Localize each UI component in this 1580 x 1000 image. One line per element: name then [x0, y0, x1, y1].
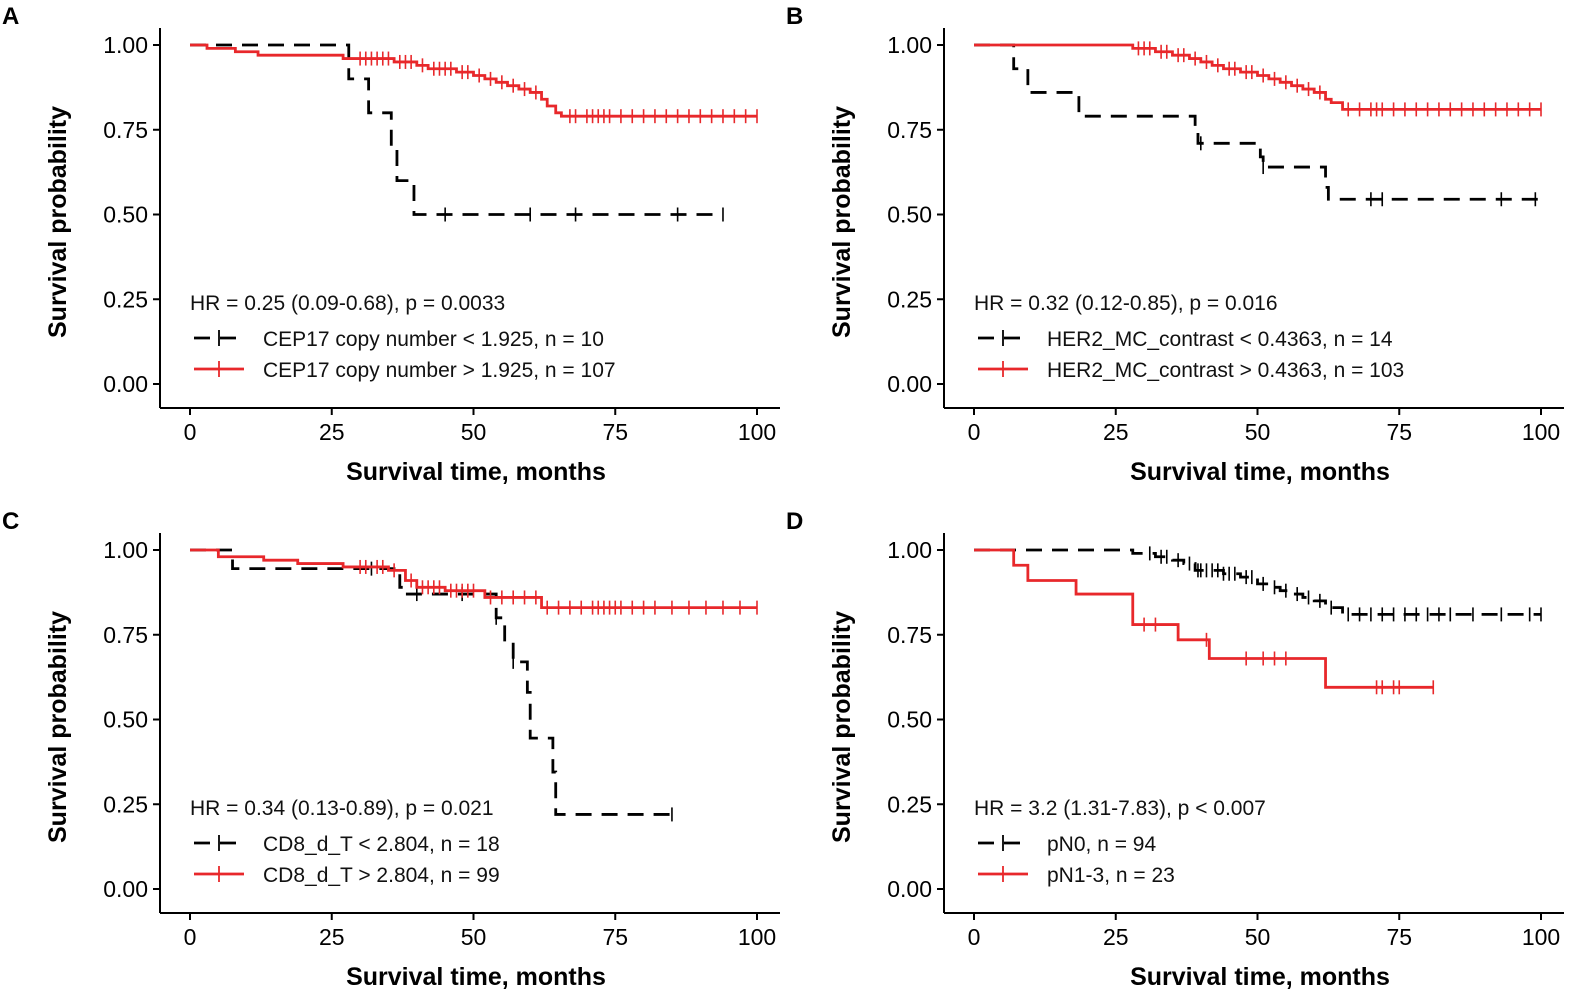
- legend-label: CEP17 copy number < 1.925, n = 10: [263, 328, 604, 351]
- x-tick-label: 75: [602, 924, 628, 950]
- y-tick-label: 0.00: [887, 876, 932, 902]
- y-tick-label: 0.75: [887, 117, 932, 143]
- series-high-curve: [190, 548, 758, 615]
- x-tick-label: 50: [1245, 419, 1271, 445]
- x-tick-label: 25: [319, 924, 345, 950]
- x-axis-title: Survival time, months: [346, 963, 606, 991]
- x-tick-label: 50: [461, 419, 487, 445]
- x-tick-label: 75: [602, 419, 628, 445]
- km-step-line: [974, 43, 1541, 111]
- series-high-curve: [974, 548, 1435, 695]
- series-low-curve: [974, 546, 1542, 622]
- y-tick-label: 0.25: [887, 791, 932, 817]
- series-low-curve: [974, 43, 1541, 207]
- km-step-line: [190, 548, 672, 816]
- y-axis-title: Survival probability: [828, 611, 856, 843]
- panel-letter: C: [2, 508, 19, 535]
- y-axis-title: Survival probability: [44, 106, 72, 338]
- x-tick-label: 75: [1386, 924, 1412, 950]
- hazard-ratio-annotation: HR = 0.25 (0.09-0.68), p = 0.0033: [190, 292, 505, 315]
- hazard-ratio-annotation: HR = 0.32 (0.12-0.85), p = 0.016: [974, 292, 1278, 315]
- km-step-line: [190, 43, 757, 118]
- series-high-curve: [190, 43, 758, 124]
- series-high-curve: [974, 41, 1542, 117]
- x-axis-title: Survival time, months: [1130, 963, 1390, 991]
- x-tick-label: 25: [319, 419, 345, 445]
- panel-c: C 0.00 0.25 0.50 0.75 1.00 0 25 50 75 100 Survival …: [2, 508, 780, 991]
- hazard-ratio-annotation: HR = 3.2 (1.31-7.83), p < 0.007: [974, 797, 1266, 820]
- panel-letter: A: [2, 3, 19, 30]
- x-tick-label: 100: [1522, 419, 1560, 445]
- y-tick-label: 0.50: [887, 707, 932, 733]
- x-tick-label: 50: [1245, 924, 1271, 950]
- km-step-line: [974, 548, 1541, 616]
- y-tick-label: 0.25: [887, 286, 932, 312]
- y-tick-label: 0.75: [103, 622, 148, 648]
- panel-letter: B: [786, 3, 803, 30]
- x-tick-label: 0: [968, 419, 981, 445]
- y-tick-label: 0.75: [887, 622, 932, 648]
- y-tick-label: 0.75: [103, 117, 148, 143]
- y-tick-label: 1.00: [887, 32, 932, 58]
- x-axis-title: Survival time, months: [1130, 458, 1390, 486]
- y-tick-label: 0.50: [103, 202, 148, 228]
- y-tick-label: 0.25: [103, 791, 148, 817]
- y-tick-label: 0.00: [103, 876, 148, 902]
- y-tick-label: 1.00: [103, 537, 148, 563]
- km-step-line: [190, 43, 723, 216]
- x-tick-label: 50: [461, 924, 487, 950]
- series-low-curve: [190, 43, 724, 222]
- legend-label: pN1-3, n = 23: [1047, 864, 1175, 887]
- x-tick-label: 100: [1522, 924, 1560, 950]
- x-tick-label: 100: [738, 924, 776, 950]
- x-tick-label: 0: [184, 419, 197, 445]
- x-tick-label: 0: [184, 924, 197, 950]
- x-tick-label: 0: [968, 924, 981, 950]
- y-tick-label: 1.00: [887, 537, 932, 563]
- x-tick-label: 75: [1386, 419, 1412, 445]
- y-axis-title: Survival probability: [828, 106, 856, 338]
- y-tick-label: 1.00: [103, 32, 148, 58]
- panel-letter: D: [786, 508, 803, 535]
- legend-label: pN0, n = 94: [1047, 833, 1156, 856]
- legend-label: HER2_MC_contrast < 0.4363, n = 14: [1047, 328, 1393, 351]
- legend-label: CD8_d_T < 2.804, n = 18: [263, 833, 500, 856]
- panel-a: A 0.00 0.25 0.50 0.75 1.00 0 25 50 75 100 Survival …: [2, 3, 780, 486]
- legend-label: CEP17 copy number > 1.925, n = 107: [263, 359, 616, 382]
- legend-label: HER2_MC_contrast > 0.4363, n = 103: [1047, 359, 1404, 382]
- y-tick-label: 0.50: [887, 202, 932, 228]
- y-tick-label: 0.25: [103, 286, 148, 312]
- y-tick-label: 0.00: [887, 371, 932, 397]
- panel-b: B 0.00 0.25 0.50 0.75 1.00 0 25 50 75 100 Survival …: [786, 3, 1564, 486]
- km-step-line: [974, 43, 1541, 201]
- km-step-line: [974, 548, 1434, 689]
- hazard-ratio-annotation: HR = 0.34 (0.13-0.89), p = 0.021: [190, 797, 494, 820]
- y-tick-label: 0.50: [103, 707, 148, 733]
- km-step-line: [190, 548, 757, 610]
- y-tick-label: 0.00: [103, 371, 148, 397]
- x-axis-title: Survival time, months: [346, 458, 606, 486]
- legend-label: CD8_d_T > 2.804, n = 99: [263, 864, 500, 887]
- panel-d: D 0.00 0.25 0.50 0.75 1.00 0 25 50 75 100 Survival …: [786, 508, 1564, 991]
- x-tick-label: 25: [1103, 924, 1129, 950]
- x-tick-label: 25: [1103, 419, 1129, 445]
- series-low-curve: [190, 548, 673, 822]
- y-axis-title: Survival probability: [44, 611, 72, 843]
- x-tick-label: 100: [738, 419, 776, 445]
